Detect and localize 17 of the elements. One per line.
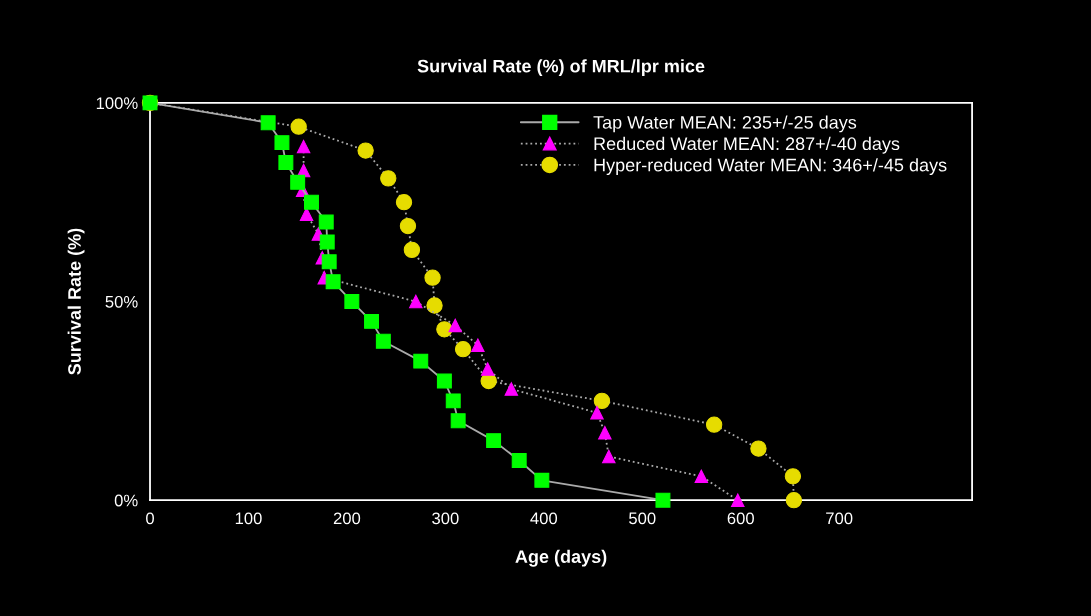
legend-label: Tap Water MEAN: 235+/-25 days [593,115,857,133]
x-tick-label: 400 [530,512,558,525]
x-tick-label: 500 [629,512,656,525]
x-tick-label: 100 [235,512,262,525]
x-tick-label: 300 [432,512,459,525]
x-tick-label: 600 [727,512,754,525]
x-axis-title: Age (days) [515,549,607,567]
legend-label: Hyper-reduced Water MEAN: 346+/-45 days [594,158,947,176]
legend-label: Reduced Water MEAN: 287+/-40 days [594,136,900,154]
chart-title: Survival Rate (%) of MRL/lpr mice [417,59,705,77]
x-tick-label: 200 [333,512,361,525]
x-tick-label: 700 [826,512,853,525]
y-tick-label: 100% [96,97,138,110]
y-tick-label: 50% [105,295,138,308]
x-tick-label: 0 [146,512,154,525]
y-tick-label: 0% [114,494,138,507]
y-axis-title: Survival Rate (%) [67,228,85,375]
